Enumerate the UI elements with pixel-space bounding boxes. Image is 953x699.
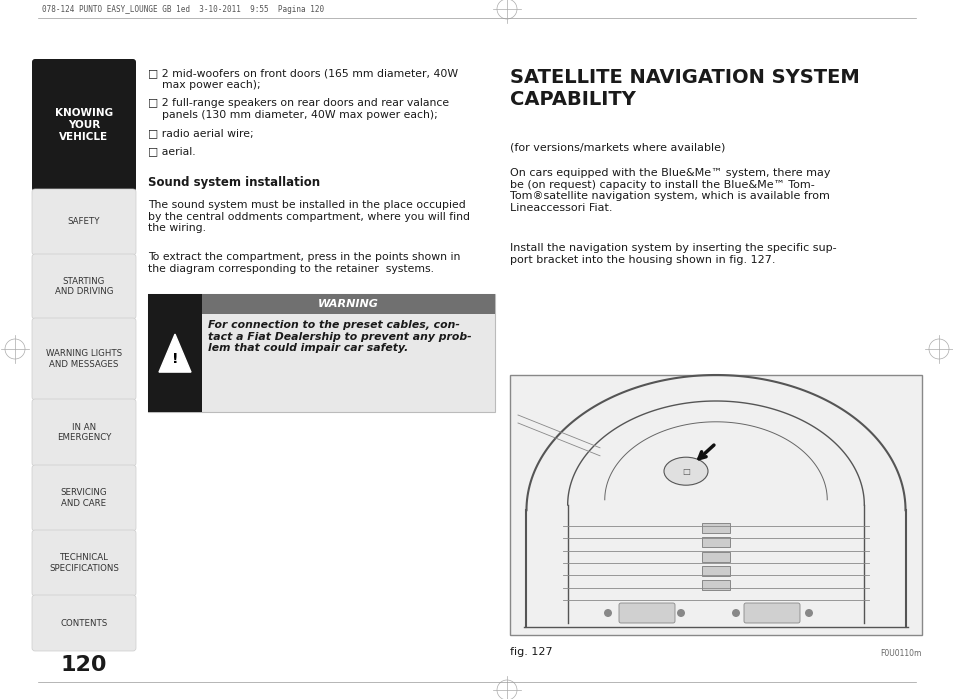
Text: (for versions/markets where available): (for versions/markets where available) [510,142,724,152]
Circle shape [603,609,612,617]
Text: To extract the compartment, press in the points shown in
the diagram correspondi: To extract the compartment, press in the… [148,252,460,273]
Circle shape [677,609,684,617]
Text: On cars equipped with the Blue&Me™ system, there may
be (on request) capacity to: On cars equipped with the Blue&Me™ syste… [510,168,830,212]
Text: CONTENTS: CONTENTS [60,619,108,628]
Text: □ radio aerial wire;: □ radio aerial wire; [148,128,253,138]
Text: F0U0110m: F0U0110m [880,649,921,658]
Text: 078-124 PUNTO EASY_LOUNGE GB 1ed  3-10-2011  9:55  Pagina 120: 078-124 PUNTO EASY_LOUNGE GB 1ed 3-10-20… [42,5,324,14]
FancyBboxPatch shape [32,318,136,400]
Text: □: □ [681,467,689,476]
Polygon shape [159,334,191,372]
Text: □ 2 mid-woofers on front doors (165 mm diameter, 40W
    max power each);: □ 2 mid-woofers on front doors (165 mm d… [148,68,457,89]
Text: fig. 127: fig. 127 [510,647,552,657]
Text: □ aerial.: □ aerial. [148,146,195,156]
FancyBboxPatch shape [202,294,495,314]
FancyBboxPatch shape [701,538,729,547]
FancyBboxPatch shape [32,399,136,466]
Ellipse shape [663,457,707,485]
Text: KNOWING
YOUR
VEHICLE: KNOWING YOUR VEHICLE [55,108,113,142]
Text: Install the navigation system by inserting the specific sup-
port bracket into t: Install the navigation system by inserti… [510,243,836,265]
FancyBboxPatch shape [32,595,136,651]
FancyBboxPatch shape [701,523,729,533]
Text: SATELLITE NAVIGATION SYSTEM
CAPABILITY: SATELLITE NAVIGATION SYSTEM CAPABILITY [510,68,859,109]
FancyBboxPatch shape [32,254,136,319]
Text: TECHNICAL
SPECIFICATIONS: TECHNICAL SPECIFICATIONS [49,554,119,572]
Text: The sound system must be installed in the place occupied
by the central oddments: The sound system must be installed in th… [148,200,470,233]
Text: STARTING
AND DRIVING: STARTING AND DRIVING [54,277,113,296]
Text: SERVICING
AND CARE: SERVICING AND CARE [61,489,107,507]
FancyBboxPatch shape [32,189,136,255]
FancyBboxPatch shape [618,603,675,623]
FancyBboxPatch shape [32,59,136,191]
Text: !: ! [172,352,178,366]
Text: SAFETY: SAFETY [68,217,100,226]
FancyBboxPatch shape [701,552,729,561]
Text: Sound system installation: Sound system installation [148,176,320,189]
FancyBboxPatch shape [510,375,921,635]
FancyBboxPatch shape [743,603,800,623]
Text: IN AN
EMERGENCY: IN AN EMERGENCY [57,423,112,442]
Text: □ 2 full-range speakers on rear doors and rear valance
    panels (130 mm diamet: □ 2 full-range speakers on rear doors an… [148,98,449,120]
Circle shape [731,609,740,617]
Text: WARNING: WARNING [317,299,378,309]
FancyBboxPatch shape [701,565,729,576]
FancyBboxPatch shape [32,530,136,596]
Text: 120: 120 [61,655,107,675]
FancyBboxPatch shape [32,465,136,531]
Text: WARNING LIGHTS
AND MESSAGES: WARNING LIGHTS AND MESSAGES [46,350,122,368]
Circle shape [804,609,812,617]
FancyBboxPatch shape [701,580,729,590]
FancyBboxPatch shape [148,294,202,412]
Text: For connection to the preset cables, con-
tact a Fiat Dealership to prevent any : For connection to the preset cables, con… [208,320,471,353]
FancyBboxPatch shape [148,294,495,412]
